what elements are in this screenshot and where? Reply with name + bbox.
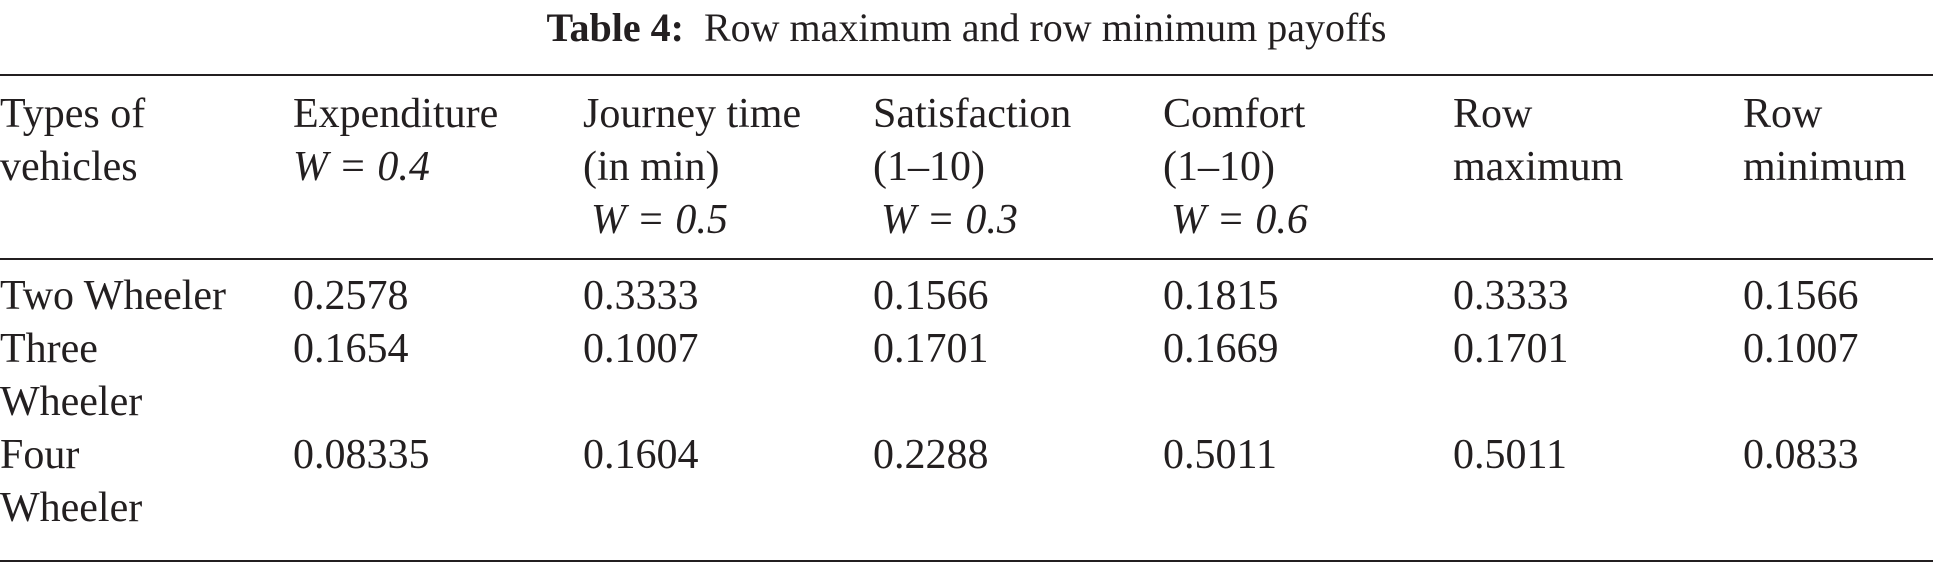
table-caption: Table 4: Row maximum and row minimum pay… xyxy=(0,2,1933,54)
header-satisfaction: Satisfaction (1–10) W = 0.3 xyxy=(873,76,1163,258)
value-cell: 0.3333 xyxy=(583,273,699,319)
header-comfort: Comfort (1–10) W = 0.6 xyxy=(1163,76,1453,258)
payoff-table: Types of vehicles Expenditure W = 0.4 Jo… xyxy=(0,76,1933,535)
header-line: minimum xyxy=(1743,144,1907,190)
header-line: (1–10) xyxy=(873,144,985,190)
header-line: Journey time xyxy=(583,91,802,137)
header-weight: W = 0.3 xyxy=(881,197,1018,243)
header-vehicle-type: Types of vehicles xyxy=(0,76,293,258)
bottom-rule xyxy=(0,560,1933,562)
table-row: Three Wheeler 0.1654 0.1007 0.1701 0.166… xyxy=(0,323,1933,429)
header-journey-time: Journey time (in min) W = 0.5 xyxy=(583,76,873,258)
header-line: Comfort xyxy=(1163,91,1306,137)
value-cell: 0.1007 xyxy=(1743,326,1859,372)
header-row-maximum: Row maximum xyxy=(1453,76,1743,258)
table-label: Table 4: xyxy=(546,5,684,50)
header-line: Row xyxy=(1453,91,1533,137)
header-rule xyxy=(0,258,1933,260)
value-cell: 0.1701 xyxy=(1453,326,1569,372)
header-line: (in min) xyxy=(583,144,720,190)
value-cell: 0.1701 xyxy=(873,326,989,372)
table-row: Two Wheeler 0.2578 0.3333 0.1566 0.1815 … xyxy=(0,258,1933,323)
value-cell: 0.1654 xyxy=(293,326,409,372)
header-row: Types of vehicles Expenditure W = 0.4 Jo… xyxy=(0,76,1933,258)
value-cell: 0.5011 xyxy=(1453,432,1567,478)
value-cell: 0.1566 xyxy=(1743,273,1859,319)
header-expenditure: Expenditure W = 0.4 xyxy=(293,76,583,258)
header-line: Types of xyxy=(0,91,146,137)
header-line: (1–10) xyxy=(1163,144,1275,190)
value-cell: 0.2578 xyxy=(293,273,409,319)
value-cell: 0.08335 xyxy=(293,432,430,478)
value-cell: 0.2288 xyxy=(873,432,989,478)
value-cell: 0.1007 xyxy=(583,326,699,372)
value-cell: 0.1604 xyxy=(583,432,699,478)
header-row-minimum: Row minimum xyxy=(1743,76,1933,258)
vehicle-cell: Three Wheeler xyxy=(0,326,143,425)
top-rule xyxy=(0,74,1933,76)
header-line: Expenditure xyxy=(293,91,499,137)
value-cell: 0.3333 xyxy=(1453,273,1569,319)
header-line: maximum xyxy=(1453,144,1624,190)
table-title: Row maximum and row minimum payoffs xyxy=(703,5,1387,50)
vehicle-cell: Two Wheeler xyxy=(0,273,227,319)
value-cell: 0.0833 xyxy=(1743,432,1859,478)
header-weight: W = 0.6 xyxy=(1171,197,1308,243)
value-cell: 0.1815 xyxy=(1163,273,1279,319)
table-row: Four Wheeler 0.08335 0.1604 0.2288 0.501… xyxy=(0,429,1933,535)
value-cell: 0.5011 xyxy=(1163,432,1277,478)
value-cell: 0.1669 xyxy=(1163,326,1279,372)
header-weight: W = 0.5 xyxy=(591,197,728,243)
value-cell: 0.1566 xyxy=(873,273,989,319)
vehicle-cell: Four Wheeler xyxy=(0,432,143,531)
header-line: vehicles xyxy=(0,144,138,190)
header-weight: W = 0.4 xyxy=(293,144,430,190)
header-line: Row xyxy=(1743,91,1823,137)
header-line: Satisfaction xyxy=(873,91,1072,137)
